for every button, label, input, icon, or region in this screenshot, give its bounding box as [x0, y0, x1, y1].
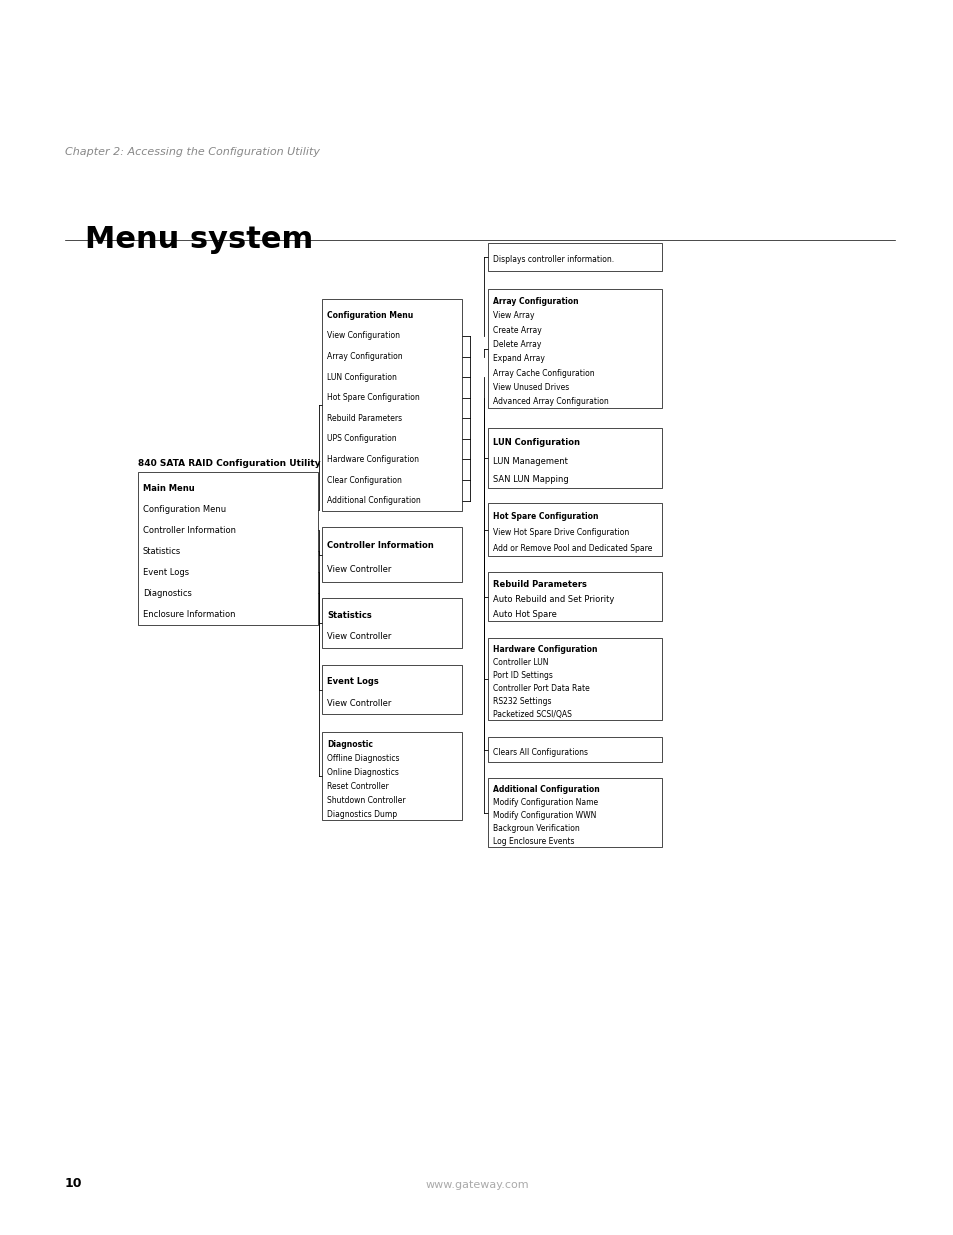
Text: Hot Spare Configuration: Hot Spare Configuration — [493, 513, 598, 521]
Text: Clear Configuration: Clear Configuration — [327, 475, 401, 484]
Text: Array Configuration: Array Configuration — [327, 352, 402, 361]
Text: UPS Configuration: UPS Configuration — [327, 435, 396, 443]
Text: Chapter 2: Accessing the Configuration Utility: Chapter 2: Accessing the Configuration U… — [65, 147, 319, 157]
Text: SAN LUN Mapping: SAN LUN Mapping — [493, 474, 568, 484]
Text: Rebuild Parameters: Rebuild Parameters — [493, 580, 586, 589]
Text: Packetized SCSI/QAS: Packetized SCSI/QAS — [493, 710, 571, 720]
Bar — [488, 243, 661, 270]
Text: Statistics: Statistics — [327, 610, 372, 620]
Text: Array Cache Configuration: Array Cache Configuration — [493, 369, 594, 378]
Bar — [488, 503, 661, 556]
Bar — [488, 429, 661, 488]
Text: Offline Diagnostics: Offline Diagnostics — [327, 753, 399, 763]
Text: Hot Spare Configuration: Hot Spare Configuration — [327, 393, 419, 403]
Bar — [322, 299, 461, 511]
Text: Controller LUN: Controller LUN — [493, 658, 548, 667]
Bar — [488, 778, 661, 847]
Text: Modify Configuration Name: Modify Configuration Name — [493, 798, 598, 808]
Text: 10: 10 — [65, 1177, 82, 1191]
Text: www.gateway.com: www.gateway.com — [425, 1179, 528, 1191]
Text: Expand Array: Expand Array — [493, 354, 544, 363]
Text: LUN Configuration: LUN Configuration — [327, 373, 396, 382]
Text: Controller Information: Controller Information — [143, 526, 235, 535]
Text: Array Configuration: Array Configuration — [493, 298, 578, 306]
Bar — [138, 472, 317, 625]
Text: Additional Configuration: Additional Configuration — [327, 496, 420, 505]
Text: Event Logs: Event Logs — [143, 568, 189, 577]
Text: Reset Controller: Reset Controller — [327, 782, 388, 790]
Text: Modify Configuration WWN: Modify Configuration WWN — [493, 811, 596, 820]
Text: Delete Array: Delete Array — [493, 340, 540, 350]
Text: LUN Management: LUN Management — [493, 457, 567, 466]
Text: View Controller: View Controller — [327, 632, 391, 641]
Text: Backgroun Verification: Backgroun Verification — [493, 825, 579, 834]
Text: Port ID Settings: Port ID Settings — [493, 672, 553, 680]
Text: View Controller: View Controller — [327, 699, 391, 708]
Bar — [322, 527, 461, 582]
Text: Log Enclosure Events: Log Enclosure Events — [493, 837, 574, 846]
Text: View Array: View Array — [493, 311, 534, 320]
Text: Diagnostics: Diagnostics — [143, 589, 192, 598]
Text: View Unused Drives: View Unused Drives — [493, 383, 569, 393]
Text: RS232 Settings: RS232 Settings — [493, 698, 551, 706]
Text: View Configuration: View Configuration — [327, 331, 399, 341]
Text: Online Diagnostics: Online Diagnostics — [327, 768, 398, 777]
Text: Enclosure Information: Enclosure Information — [143, 610, 235, 619]
Text: Add or Remove Pool and Dedicated Spare: Add or Remove Pool and Dedicated Spare — [493, 545, 652, 553]
Text: LUN Configuration: LUN Configuration — [493, 438, 579, 447]
Bar — [488, 572, 661, 621]
Bar — [322, 664, 461, 714]
Text: Event Logs: Event Logs — [327, 677, 378, 687]
Text: 840 SATA RAID Configuration Utility: 840 SATA RAID Configuration Utility — [138, 459, 320, 468]
Text: Advanced Array Configuration: Advanced Array Configuration — [493, 398, 608, 406]
Text: Diagnostic: Diagnostic — [327, 740, 373, 748]
Text: Shutdown Controller: Shutdown Controller — [327, 795, 405, 805]
Text: Displays controller information.: Displays controller information. — [493, 256, 614, 264]
Text: Rebuild Parameters: Rebuild Parameters — [327, 414, 402, 422]
Text: Auto Rebuild and Set Priority: Auto Rebuild and Set Priority — [493, 595, 614, 604]
Text: Main Menu: Main Menu — [143, 484, 194, 493]
Text: Statistics: Statistics — [143, 547, 181, 556]
Text: Diagnostics Dump: Diagnostics Dump — [327, 810, 396, 819]
Text: Configuration Menu: Configuration Menu — [327, 311, 413, 320]
Text: Controller Port Data Rate: Controller Port Data Rate — [493, 684, 589, 693]
Text: View Hot Spare Drive Configuration: View Hot Spare Drive Configuration — [493, 529, 629, 537]
Text: Hardware Configuration: Hardware Configuration — [327, 454, 418, 464]
Bar — [488, 289, 661, 408]
Text: Additional Configuration: Additional Configuration — [493, 785, 599, 794]
Text: Create Array: Create Array — [493, 326, 541, 335]
Text: Hardware Configuration: Hardware Configuration — [493, 646, 597, 655]
Bar — [488, 638, 661, 720]
Bar — [488, 737, 661, 762]
Text: Controller Information: Controller Information — [327, 541, 434, 550]
Text: Configuration Menu: Configuration Menu — [143, 505, 226, 514]
Text: Menu system: Menu system — [85, 225, 313, 254]
Text: Clears All Configurations: Clears All Configurations — [493, 748, 587, 757]
Bar — [322, 598, 461, 648]
Text: Auto Hot Spare: Auto Hot Spare — [493, 610, 557, 619]
Bar — [322, 732, 461, 820]
Text: View Controller: View Controller — [327, 564, 391, 574]
